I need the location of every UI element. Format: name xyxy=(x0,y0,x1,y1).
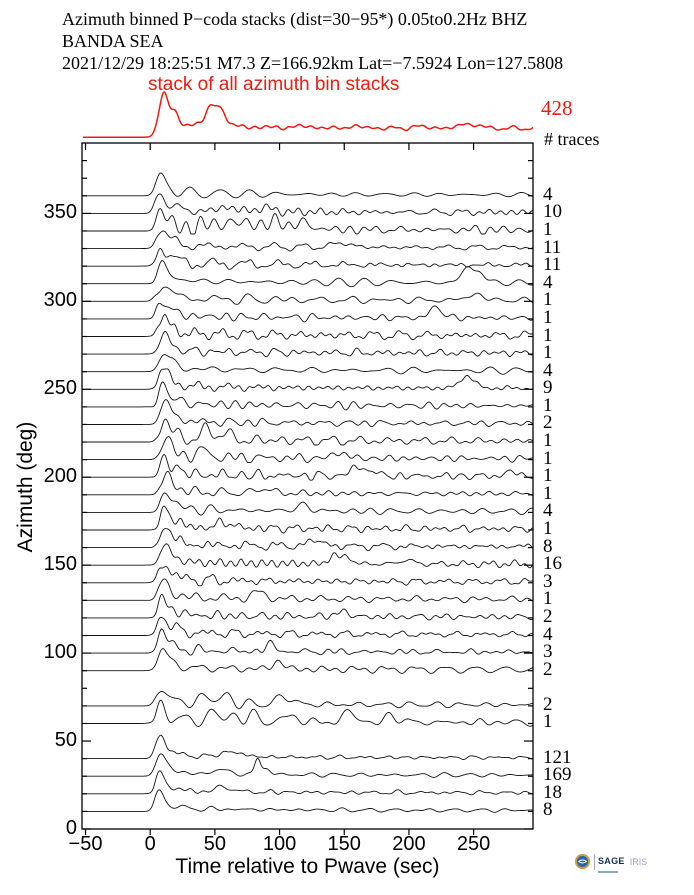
trace-az-320 xyxy=(82,248,533,270)
sage-tagline-bar xyxy=(598,870,618,873)
figure-title-line2: BANDA SEA xyxy=(62,31,164,51)
stack-annotation: stack of all azimuth bin stacks xyxy=(148,74,400,95)
axes-box xyxy=(81,142,534,830)
trace-az-190 xyxy=(82,470,533,497)
trace-az-200 xyxy=(82,454,533,481)
figure-title-line3: 2021/12/29 18:25:51 M7.3 Z=166.92km Lat=… xyxy=(62,53,564,73)
trace-az-130 xyxy=(82,578,533,604)
sage-wordmark: SAGE xyxy=(598,851,625,873)
trace-az-250 xyxy=(82,368,533,392)
trace-az-60 xyxy=(82,699,533,727)
trace-az-120 xyxy=(82,593,533,621)
trace-az-350 xyxy=(82,193,533,217)
trace-az-270 xyxy=(82,330,533,358)
trace-az-160 xyxy=(82,528,533,552)
axis-ticks xyxy=(82,143,533,835)
stack-total-count: 428 xyxy=(541,96,573,120)
logo-divider xyxy=(594,853,595,870)
trace-az-220 xyxy=(82,418,533,446)
trace-az-280 xyxy=(82,314,533,340)
trace-az-40 xyxy=(82,734,533,760)
trace-az-100 xyxy=(82,628,533,656)
trace-az-140 xyxy=(82,566,533,587)
figure-title-line1: Azimuth binned P−coda stacks (dist=30−95… xyxy=(62,9,528,29)
y-axis-title: Azimuth (deg) xyxy=(14,421,37,553)
trace-az-290 xyxy=(82,302,533,323)
globe-sun-icon xyxy=(574,853,591,870)
trace-az-240 xyxy=(82,381,533,411)
iris-text: IRIS xyxy=(629,856,648,867)
trace-az-10 xyxy=(82,789,533,813)
trace-az-150 xyxy=(82,543,533,569)
x-axis-title: Time relative to Pwave (sec) xyxy=(175,855,440,878)
trace-az-170 xyxy=(82,505,533,534)
trace-az-230 xyxy=(82,399,533,428)
trace-az-30 xyxy=(82,753,533,778)
traces-column-heading: # traces xyxy=(544,129,600,149)
trace-az-90 xyxy=(82,648,533,674)
trace-az-340 xyxy=(82,208,533,235)
trace-az-210 xyxy=(82,436,533,464)
trace-az-360 xyxy=(82,172,533,199)
trace-az-70 xyxy=(82,690,533,710)
trace-az-330 xyxy=(82,230,533,252)
trace-az-310 xyxy=(82,260,533,288)
trace-az-180 xyxy=(82,492,533,516)
trace-az-260 xyxy=(82,354,533,375)
sage-iris-logo: SAGE IRIS xyxy=(574,851,647,873)
trace-az-300 xyxy=(82,286,533,305)
sage-text: SAGE xyxy=(598,856,625,866)
trace-az-110 xyxy=(82,616,533,639)
trace-az-20 xyxy=(82,770,533,796)
stack-trace xyxy=(82,91,534,138)
trace-group xyxy=(82,172,533,813)
